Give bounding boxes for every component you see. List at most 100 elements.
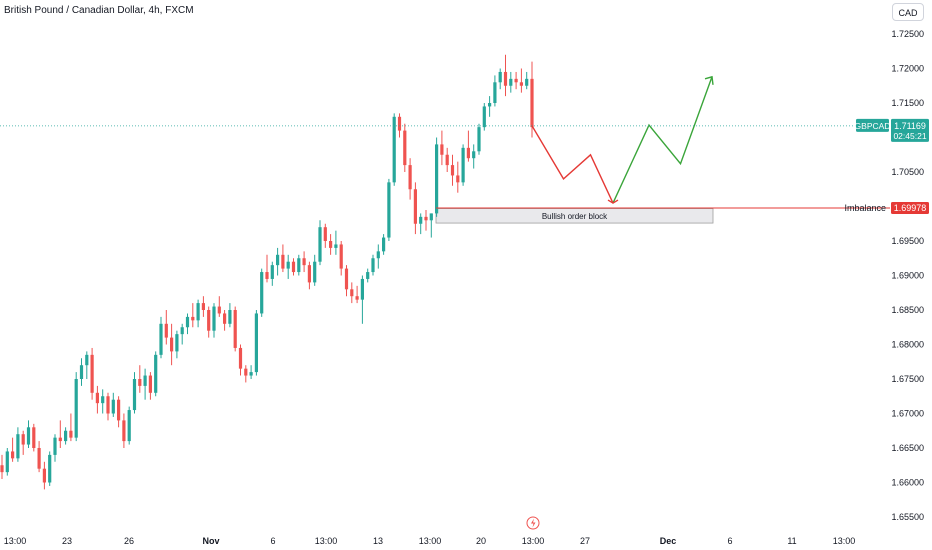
candle: [85, 351, 89, 379]
time-axis-label: 13: [373, 536, 383, 546]
candle: [503, 54, 508, 97]
candle: [159, 316, 163, 359]
candle: [397, 113, 402, 138]
candle: [334, 230, 338, 255]
candle: [525, 71, 529, 90]
candle: [339, 241, 343, 276]
candle: [355, 285, 359, 304]
candle: [21, 430, 25, 455]
time-axis-label: Nov: [202, 536, 219, 546]
candle: [37, 441, 41, 473]
price-axis[interactable]: 1.72500 1.72000 1.71500 1.70500 1.69500 1.690…: [844, 29, 929, 522]
candle: [413, 182, 417, 235]
candle: [5, 448, 9, 476]
currency-button[interactable]: CAD: [892, 3, 924, 21]
candle: [403, 123, 407, 172]
candle: [323, 223, 327, 248]
price-axis-label: 1.67000: [891, 409, 924, 419]
price-axis-label: 1.67500: [891, 374, 924, 384]
time-axis-label: 13:00: [4, 536, 27, 546]
candle: [101, 389, 105, 414]
candle: [514, 71, 518, 90]
candle: [371, 254, 375, 276]
candle: [435, 137, 439, 217]
candle: [138, 365, 142, 393]
price-axis-label: 1.72000: [891, 64, 924, 74]
candle: [408, 158, 412, 200]
candle: [291, 258, 296, 276]
candle: [313, 254, 317, 286]
forecast-up-path[interactable]: [612, 76, 713, 204]
price-axis-label: 1.65500: [891, 512, 924, 522]
candle: [360, 275, 364, 324]
forecast-down-arrowhead: [607, 199, 619, 204]
candle: [117, 396, 121, 428]
candle: [95, 385, 99, 414]
candle: [122, 413, 126, 448]
forecast-down-path[interactable]: [531, 125, 614, 204]
candle: [519, 68, 523, 93]
svg-text:1.69978: 1.69978: [894, 203, 927, 213]
time-axis-label: 6: [270, 536, 275, 546]
candle: [212, 303, 216, 338]
candle: [143, 368, 147, 400]
svg-text:GBPCAD: GBPCAD: [855, 121, 891, 131]
candle: [64, 427, 68, 445]
candle: [185, 313, 190, 335]
candle: [11, 437, 15, 462]
candle: [154, 351, 158, 397]
time-axis-label: 27: [580, 536, 590, 546]
forecast-paths: [531, 75, 714, 204]
candle: [265, 254, 269, 283]
price-axis-label: 1.72500: [891, 29, 924, 39]
candle: [260, 268, 264, 317]
candle: [217, 296, 221, 317]
candle: [419, 213, 423, 235]
order-block-label: Bullish order block: [542, 212, 608, 221]
candle: [69, 413, 73, 442]
price-axis-label: 1.68000: [891, 340, 924, 350]
time-axis-label: 20: [476, 536, 486, 546]
candle: [392, 113, 396, 186]
price-axis-label: 1.66000: [891, 478, 924, 488]
candle: [461, 144, 465, 186]
time-axis-label: 6: [727, 536, 732, 546]
candle-countdown: 02:45:21: [893, 131, 926, 141]
candle: [344, 265, 349, 297]
order-block-zone[interactable]: [435, 208, 714, 224]
candle: [366, 268, 370, 283]
lightning-icon[interactable]: [526, 516, 540, 530]
chart-overlays: [0, 125, 890, 209]
time-axis-label: 13:00: [315, 536, 338, 546]
candle: [297, 254, 301, 276]
candle: [477, 123, 481, 155]
candle: [74, 372, 78, 442]
candle: [318, 220, 322, 266]
candle: [48, 451, 52, 486]
candle: [382, 234, 386, 255]
candle: [429, 213, 433, 238]
candle: [16, 427, 20, 462]
time-axis[interactable]: 13:00 23 26 Nov 6 13:00 13 13:00 20 13:00 27 Dec 6 11…: [4, 516, 856, 546]
candle: [0, 454, 4, 480]
candle: [228, 303, 232, 328]
candle: [58, 420, 62, 448]
candle: [281, 244, 285, 273]
candle: [445, 147, 449, 172]
time-axis-label: 13:00: [833, 536, 856, 546]
candle: [376, 244, 380, 269]
price-axis-label: 1.71500: [891, 98, 924, 108]
candle: [170, 323, 174, 366]
imbalance-price-tag[interactable]: 1.69978: [891, 202, 929, 215]
forecast-up-arrowhead: [704, 75, 714, 85]
price-axis-label: 1.69000: [891, 271, 924, 281]
candle: [450, 154, 455, 186]
candle: [530, 61, 534, 138]
price-axis-label: 1.68500: [891, 305, 924, 315]
candle: [482, 103, 486, 131]
candle: [238, 344, 243, 376]
symbol-tag[interactable]: GBPCAD: [855, 118, 891, 132]
candle: [244, 365, 248, 383]
